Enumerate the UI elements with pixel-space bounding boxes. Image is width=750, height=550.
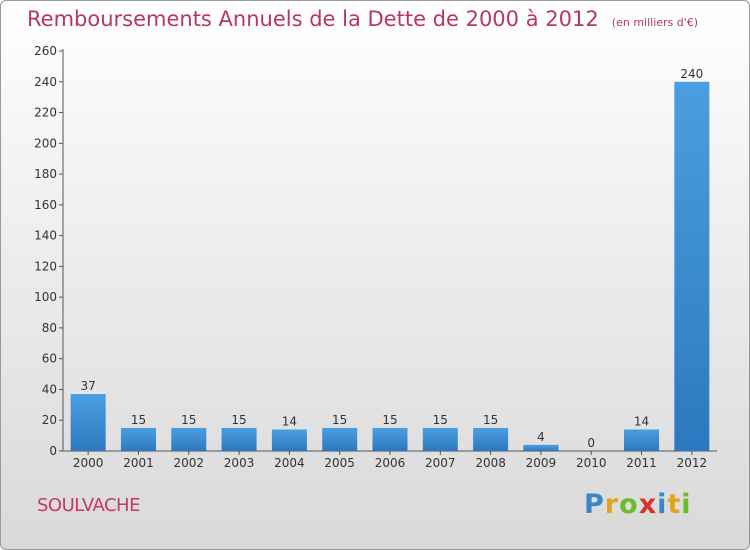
x-tick-label: 2001	[123, 456, 154, 470]
y-tick-label: 120	[34, 259, 57, 273]
data-label: 15	[433, 413, 448, 427]
logo-letter: r	[604, 489, 620, 520]
y-tick-label: 180	[34, 167, 57, 181]
y-tick-label: 100	[34, 290, 57, 304]
x-tick-label: 2009	[526, 456, 557, 470]
chart-unit-label: (en milliers d'€)	[611, 16, 699, 29]
x-tick-label: 2004	[274, 456, 305, 470]
bar	[674, 81, 710, 452]
y-tick-label: 60	[42, 352, 57, 366]
bar	[120, 427, 156, 451]
y-tick-label: 0	[49, 444, 57, 458]
bar	[221, 427, 257, 451]
x-tick-label: 2006	[375, 456, 406, 470]
y-tick-label: 20	[42, 413, 57, 427]
data-label: 15	[231, 413, 246, 427]
chart-title: Remboursements Annuels de la Dette de 20…	[27, 7, 599, 31]
data-label: 15	[483, 413, 498, 427]
logo-letter: i	[657, 489, 668, 520]
logo-letter: x	[638, 489, 658, 520]
proxiti-logo: Proxiti	[584, 489, 692, 520]
x-tick-label: 2000	[73, 456, 104, 470]
data-label: 14	[282, 414, 297, 428]
data-label: 15	[131, 413, 146, 427]
y-tick-label: 200	[34, 136, 57, 150]
data-label: 15	[181, 413, 196, 427]
y-tick-label: 160	[34, 198, 57, 212]
bar	[171, 427, 207, 451]
x-tick-label: 2011	[626, 456, 657, 470]
logo-letter: o	[619, 489, 639, 520]
bar	[473, 427, 509, 451]
bar	[624, 429, 660, 451]
x-tick-label: 2003	[224, 456, 255, 470]
data-label: 0	[587, 436, 595, 450]
data-label: 37	[81, 379, 96, 393]
data-label: 15	[332, 413, 347, 427]
data-label: 4	[537, 430, 545, 444]
data-label: 14	[634, 414, 649, 428]
y-tick-label: 40	[42, 382, 57, 396]
y-tick-label: 220	[34, 106, 57, 120]
x-tick-label: 2008	[475, 456, 506, 470]
bar	[271, 429, 307, 451]
x-tick-label: 2002	[173, 456, 204, 470]
y-tick-label: 80	[42, 321, 57, 335]
bar	[422, 427, 458, 451]
x-tick-label: 2010	[576, 456, 607, 470]
x-tick-label: 2005	[324, 456, 355, 470]
x-tick-label: 2012	[677, 456, 708, 470]
bar	[372, 427, 408, 451]
y-tick-label: 260	[34, 44, 57, 58]
y-tick-label: 240	[34, 75, 57, 89]
bar	[322, 427, 358, 451]
logo-letter: i	[681, 489, 692, 520]
location-name: SOULVACHE	[37, 495, 140, 516]
y-tick-label: 140	[34, 229, 57, 243]
logo-letter: P	[584, 489, 605, 520]
bar	[70, 394, 106, 451]
x-tick-label: 2007	[425, 456, 456, 470]
data-label: 240	[680, 67, 703, 81]
chart-title-block: Remboursements Annuels de la Dette de 20…	[27, 7, 698, 31]
logo-letter: t	[667, 489, 682, 520]
bar	[523, 444, 559, 451]
data-label: 15	[382, 413, 397, 427]
